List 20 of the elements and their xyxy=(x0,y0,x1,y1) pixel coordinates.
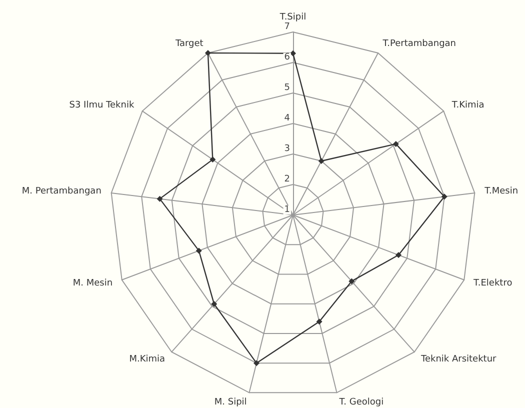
spoke-label: T.Kimia xyxy=(450,100,484,110)
y-tick-label: 4 xyxy=(284,114,290,124)
y-tick-label: 5 xyxy=(284,83,290,93)
spoke-label: T. Geologi xyxy=(338,397,384,408)
y-tick-label: 3 xyxy=(284,144,290,154)
spoke-label: T.Sipil xyxy=(278,12,306,22)
spoke-label: M.Kimia xyxy=(129,354,166,364)
spoke-label: T.Mesin xyxy=(484,186,518,197)
spoke-label: M. Mesin xyxy=(72,278,113,288)
spoke-label: M. Pertambangan xyxy=(22,186,102,197)
y-tick-label: 2 xyxy=(284,174,290,184)
spoke-label: T.Pertambangan xyxy=(382,39,456,50)
y-tick-label: 6 xyxy=(284,52,290,62)
spoke-label: M. Sipil xyxy=(214,397,247,408)
y-tick-label: 1 xyxy=(284,205,290,215)
spoke-label: T.Elektro xyxy=(472,278,513,288)
spoke-label: S3 Ilmu Teknik xyxy=(69,100,135,110)
y-tick-label: 7 xyxy=(284,22,290,32)
spoke-label: Teknik Arsitektur xyxy=(420,354,497,364)
spoke-label: Target xyxy=(174,39,204,50)
